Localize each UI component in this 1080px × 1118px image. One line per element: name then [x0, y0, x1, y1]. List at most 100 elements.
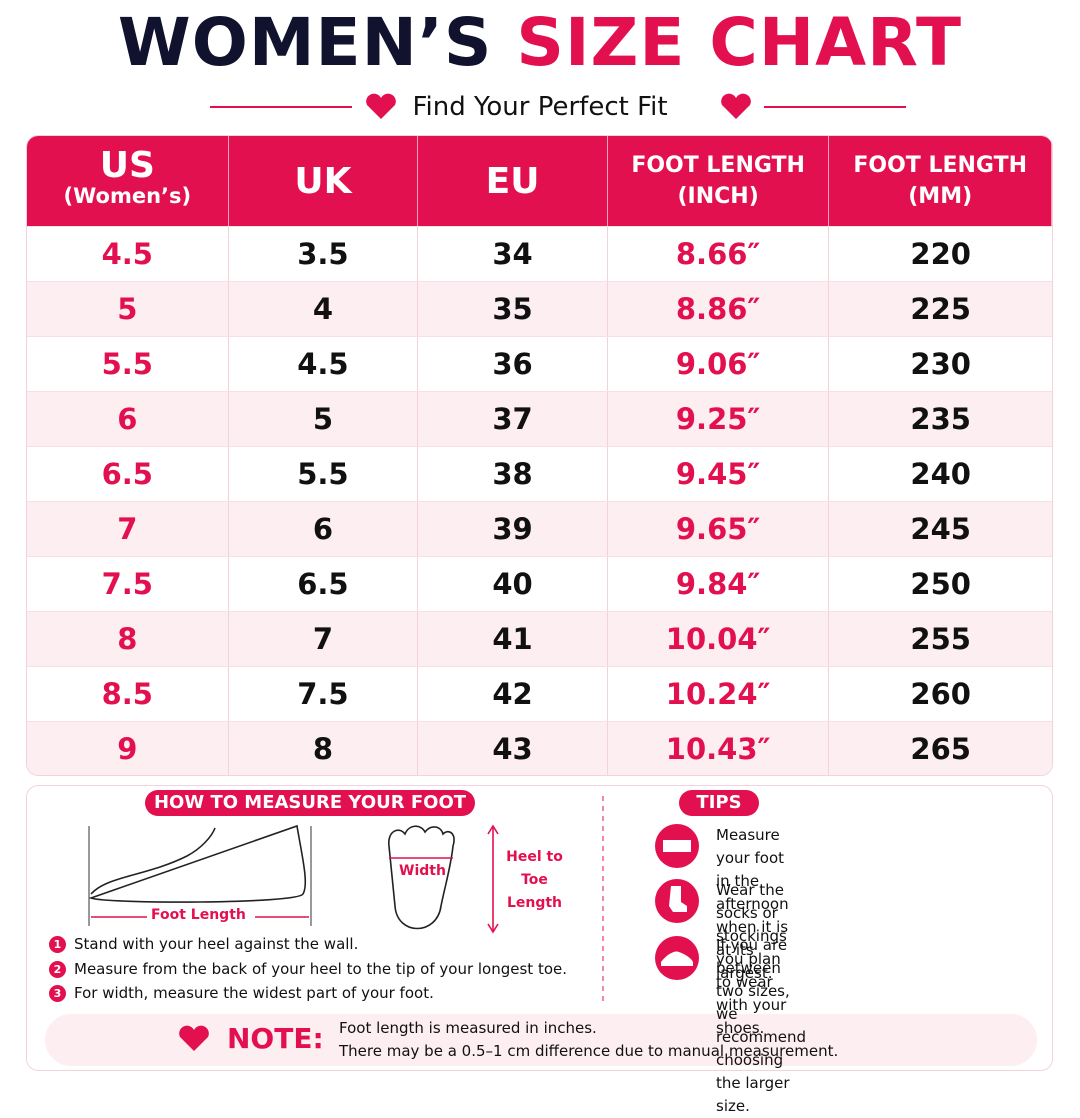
table-cell: 6	[229, 502, 419, 556]
header-text: FOOT LENGTH	[853, 153, 1028, 178]
table-row: 8.5 7.5 42 10.24″ 260	[27, 666, 1052, 721]
measure-title: HOW TO MEASURE YOUR FOOT	[145, 790, 475, 816]
table-cell: 5.5	[229, 447, 419, 501]
heel-to-toe-label: Heel to Toe Length	[497, 846, 572, 915]
table-cell: 4.5	[27, 227, 229, 281]
note-line: Foot length is measured in inches.	[339, 1019, 597, 1037]
table-cell: 8	[27, 612, 229, 666]
table-cell: 4.5	[229, 337, 419, 391]
table-row: 4.5 3.5 34 8.66″ 220	[27, 226, 1052, 281]
table-cell: 9.45″	[608, 447, 830, 501]
table-cell: 43	[418, 722, 608, 775]
tip-line: Wear the socks or stockings	[716, 881, 787, 945]
table-cell: 5	[229, 392, 419, 446]
step: 3 For width, measure the widest part of y…	[49, 982, 567, 1005]
table-row: 5.5 4.5 36 9.06″ 230	[27, 336, 1052, 391]
table-cell: 245	[910, 512, 971, 546]
table-cell: 39	[418, 502, 608, 556]
table-cell: 36	[418, 337, 608, 391]
foot-length-label: Foot Length	[151, 907, 246, 923]
header-text: (INCH)	[677, 184, 759, 209]
table-cell: 255	[910, 622, 971, 656]
heel-to-toe-line: Length	[506, 895, 563, 911]
table-cell: 220	[910, 237, 971, 271]
panel-graphics	[45, 796, 1037, 1066]
header-cell: US (Women’s)	[27, 136, 229, 226]
step-text: Stand with your heel against the wall.	[74, 935, 359, 953]
table-cell: 10.43″	[608, 722, 830, 775]
step-number: 2	[49, 960, 66, 978]
steps: 1 Stand with your heel against the wall. 2…	[49, 933, 567, 1007]
table-cell: 235	[910, 402, 971, 436]
table-cell: 8.5	[27, 667, 229, 721]
table-cell: 9	[27, 722, 229, 775]
table-cell: 37	[418, 392, 608, 446]
table-cell: 265	[910, 732, 971, 766]
page: WOMEN’S SIZE CHART Find Your Perfect Fit…	[0, 4, 1080, 1115]
table-cell: 10.24″	[608, 667, 830, 721]
header-cell: FOOT LENGTH (MM)	[829, 136, 1052, 226]
table-cell: 6.5	[229, 557, 419, 611]
tip-line: If you are between two sizes,	[716, 936, 790, 1000]
table-cell: 41	[418, 612, 608, 666]
tip-line: afternoon when it is at its largest.	[716, 895, 789, 982]
table-row: 5 4 35 8.86″ 225	[27, 281, 1052, 336]
note-line: There may be a 0.5–1 cm difference due t…	[339, 1042, 839, 1060]
table-cell: 8	[229, 722, 419, 775]
table-cell: 8.66″	[608, 227, 830, 281]
table-cell: 9.65″	[608, 502, 830, 556]
table-cell: 7.5	[229, 667, 419, 721]
header-text: US	[99, 145, 155, 186]
header-text: FOOT LENGTH	[631, 153, 805, 178]
table-cell: 9.06″	[608, 337, 830, 391]
table-cell: 42	[418, 667, 608, 721]
table-cell: 240	[910, 457, 971, 491]
tip-line: the larger size.	[716, 1074, 790, 1115]
table-cell: 230	[910, 347, 971, 381]
subtitle-decor	[210, 93, 906, 119]
header-cell: EU	[418, 136, 608, 226]
step: 1 Stand with your heel against the wall.	[49, 933, 567, 956]
title-dark: WOMEN’S	[117, 4, 493, 81]
info-panel: HOW TO MEASURE YOUR FOOT Foot Length Wid…	[26, 785, 1053, 1115]
table-cell: 6	[27, 392, 229, 446]
table-cell: 3.5	[229, 227, 419, 281]
table-cell: 225	[910, 292, 971, 326]
table-cell: 4	[229, 282, 419, 336]
table-cell: 38	[418, 447, 608, 501]
header-text: EU	[485, 160, 540, 202]
table-cell: 5	[27, 282, 229, 336]
step-text: Measure from the back of your heel to th…	[74, 959, 568, 978]
size-table: US (Women’s) UK EU FOOT LENGTH (INCH) FOOT LEN…	[26, 135, 1053, 776]
tip-line: we recommend choosing	[716, 1005, 806, 1069]
heel-to-toe-line: Heel to	[506, 849, 563, 865]
table-row: 6 5 37 9.25″ 235	[27, 391, 1052, 446]
tip: Measure your foot in the afternoon when i…	[716, 824, 789, 985]
table-row: 9 8 43 10.43″ 265	[27, 721, 1052, 775]
table-cell: 7	[229, 612, 419, 666]
title-accent: SIZE CHART	[516, 4, 963, 81]
step-text: For width, measure the widest part of yo…	[74, 984, 434, 1002]
header-cell: UK	[229, 136, 419, 226]
table-cell: 6.5	[27, 447, 229, 501]
table-cell: 8.86″	[608, 282, 830, 336]
table-cell: 9.25″	[608, 392, 830, 446]
subtitle: Find Your Perfect Fit	[412, 92, 668, 122]
title: WOMEN’S SIZE CHART	[0, 4, 1080, 81]
table-row: 8 7 41 10.04″ 255	[27, 611, 1052, 666]
table-cell: 7.5	[27, 557, 229, 611]
note-label: NOTE:	[227, 1022, 324, 1055]
tips-title: TIPS	[679, 790, 759, 816]
step-number: 3	[49, 985, 66, 1002]
table-cell: 40	[418, 557, 608, 611]
table-row: 6.5 5.5 38 9.45″ 240	[27, 446, 1052, 501]
heel-to-toe-line: Toe	[521, 872, 548, 888]
header-text: UK	[294, 160, 352, 202]
table-cell: 9.84″	[608, 557, 830, 611]
table-cell: 10.04″	[608, 612, 830, 666]
table-cell: 5.5	[27, 337, 229, 391]
step: 2 Measure from the back of your heel to t…	[49, 958, 567, 981]
header-cell: FOOT LENGTH (INCH)	[608, 136, 830, 226]
table-cell: 250	[910, 567, 971, 601]
header-row: US (Women’s) UK EU FOOT LENGTH (INCH) FOOT LEN…	[27, 136, 1052, 226]
